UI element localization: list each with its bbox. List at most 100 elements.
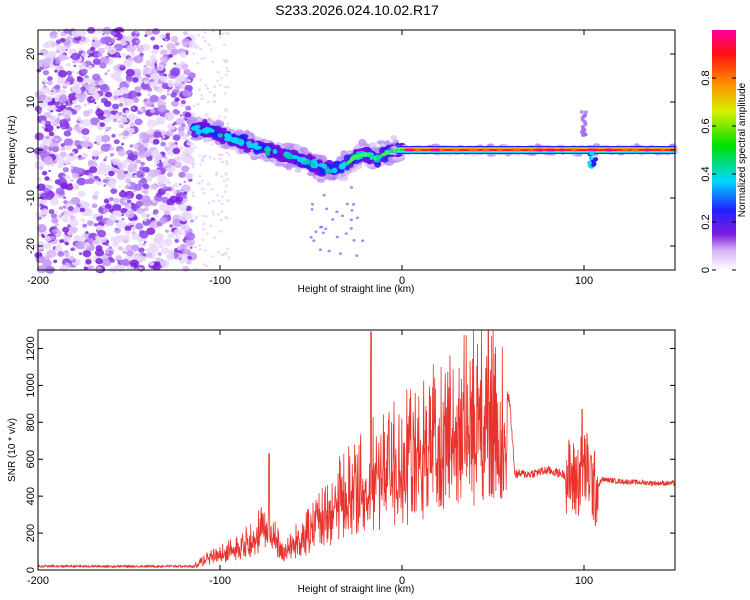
colorbar-label: Normalized spectral amplitude [737,82,748,217]
noise-speckle [64,81,68,85]
noise-speckle [44,176,50,181]
noise-speckle [133,55,144,64]
noise-speckle [36,183,46,192]
noise-speckle [175,73,186,83]
x-tick-label: -100 [209,575,231,587]
noise-speckle [110,188,118,195]
noise-speckle [165,192,170,196]
tone-band-core [396,148,675,152]
noise-speckle [205,232,209,235]
tone-bright-blob [318,162,326,168]
noise-speckle [225,162,229,166]
noise-speckle [199,78,203,81]
noise-speckle [143,218,148,222]
noise-speckle [109,146,115,151]
snr-y-label: SNR (10 * v/v) [7,418,18,482]
noise-speckle [92,214,97,219]
noise-speckle [92,39,96,42]
noise-speckle [153,209,159,215]
noise-speckle [70,248,74,251]
noise-speckle [86,220,94,226]
noise-speckle [165,130,174,137]
noise-speckle [87,146,91,149]
tone-band-hotspot [560,148,564,152]
tone-streak [345,202,349,206]
noise-speckle [83,266,89,271]
noise-speckle [119,81,130,90]
noise-speckle [181,194,188,199]
noise-speckle [206,182,210,186]
noise-speckle [202,222,206,225]
noise-speckle [108,42,112,45]
noise-speckle [80,86,87,92]
noise-speckle [145,247,151,253]
noise-speckle [117,120,122,124]
noise-speckle [165,238,171,244]
x-tick-label: -200 [27,575,49,587]
colorbar-tick-label: 0.4 [700,166,712,181]
noise-speckle [158,99,161,102]
tone-bright-blob [256,145,263,150]
noise-speckle [103,132,107,135]
colorbar-tick-label: 0.8 [700,70,712,85]
tone-streak [312,239,316,242]
snr-series-line [37,329,676,569]
noise-speckle [125,68,135,77]
noise-speckle [216,213,220,216]
noise-speckle [217,251,221,254]
spectrogram-x-label: Height of straight line (km) [298,284,415,295]
noise-speckle [178,213,189,222]
noise-speckle [223,190,227,194]
noise-speckle [177,130,185,137]
noise-speckle [57,163,64,169]
noise-speckle [121,53,126,57]
noise-speckle [120,31,124,35]
tone-streak [338,252,343,255]
noise-speckle [160,94,167,100]
noise-speckle [131,232,141,241]
noise-speckle [134,118,143,126]
noise-speckle [180,99,186,105]
noise-speckle [207,201,211,205]
noise-speckle [204,114,208,117]
tone-band-hotspot [512,148,521,152]
snr-background [38,330,675,570]
noise-speckle [99,162,106,168]
noise-speckle [112,118,118,123]
noise-speckle [157,104,167,113]
tone-halo [337,176,349,182]
noise-speckle [146,119,157,128]
noise-speckle [166,91,171,95]
noise-speckle [63,200,68,205]
noise-speckle [55,49,61,54]
noise-speckle [168,51,172,54]
noise-speckle [159,180,164,184]
noise-speckle [124,203,132,210]
snr-frame [37,329,676,571]
noise-speckle [180,223,191,232]
noise-speckle [152,139,160,145]
noise-speckle [89,53,94,57]
noise-speckle [169,224,174,228]
noise-speckle [126,250,134,257]
noise-speckle [213,236,217,239]
noise-speckle [62,212,70,218]
noise-speckle [118,55,122,58]
noise-speckle [135,115,139,119]
noise-speckle [197,34,201,37]
tone-band-hotspot [606,148,613,152]
noise-speckle [202,214,206,218]
noise-speckle [84,136,90,142]
noise-speckle [200,179,204,182]
y-tick-label: 400 [25,487,37,505]
noise-speckle [50,89,54,93]
tone-dip-blob [588,156,594,161]
noise-speckle [217,199,221,203]
noise-speckle [107,46,117,55]
noise-speckle [192,113,196,116]
noise-speckle [50,235,56,241]
noise-speckle [80,68,88,75]
noise-speckle [137,142,142,146]
tone-bright-blob [224,133,230,138]
noise-speckle [58,96,67,104]
